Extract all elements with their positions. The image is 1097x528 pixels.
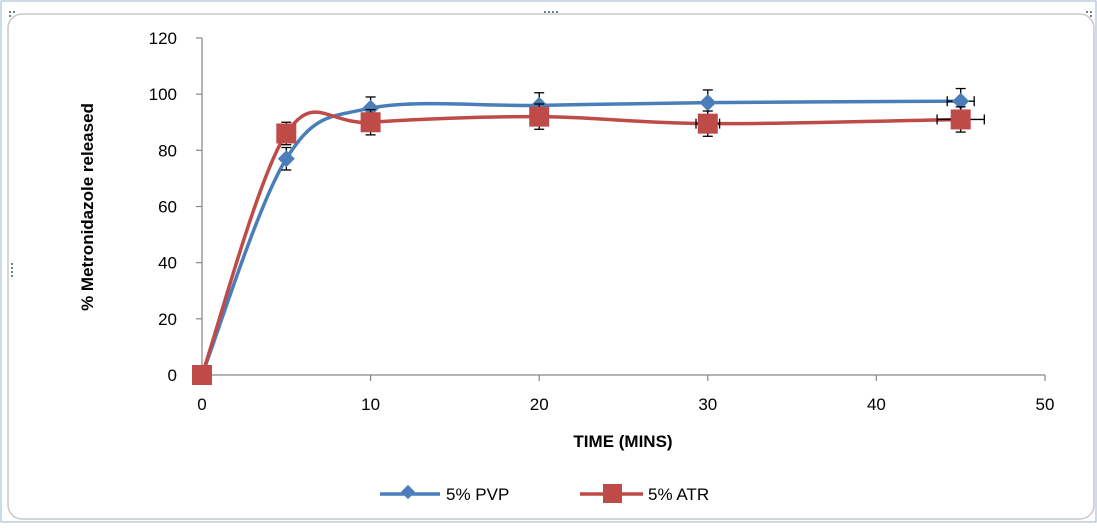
- y-tick-label: 40: [158, 254, 177, 273]
- legend-marker-atr-icon: [603, 484, 622, 503]
- y-axis-title: % Metronidazole released: [78, 103, 97, 311]
- data-point-square: [950, 109, 971, 130]
- top-resize-handle[interactable]: [544, 11, 558, 13]
- top-left-corner-handle[interactable]: [9, 11, 15, 17]
- data-point-square: [360, 112, 381, 133]
- x-tick-label: 0: [197, 395, 206, 414]
- series-layer: [192, 87, 985, 385]
- legend: 5% PVP 5% ATR: [380, 484, 709, 504]
- y-tick-label: 100: [149, 85, 177, 104]
- x-tick-label: 10: [361, 395, 380, 414]
- legend-label-pvp: 5% PVP: [446, 485, 509, 504]
- y-tick-label: 0: [168, 366, 177, 385]
- data-point-diamond: [277, 150, 295, 168]
- series-5-atr: [192, 103, 985, 385]
- y-tick-label: 80: [158, 141, 177, 160]
- series-line: [200, 99, 961, 376]
- data-point-square: [192, 365, 212, 385]
- top-right-corner-handle[interactable]: [1086, 11, 1092, 17]
- data-point-square: [529, 106, 550, 127]
- data-point-diamond: [952, 92, 970, 110]
- axis-ticks: 0 20 40 60 80 100 120 0 10 20 30 40 50: [149, 29, 1055, 414]
- left-resize-handle[interactable]: [11, 263, 13, 277]
- x-tick-label: 30: [698, 395, 717, 414]
- legend-marker-pvp-icon: [400, 484, 416, 500]
- x-axis-title: TIME (MINS): [573, 432, 672, 451]
- data-point-diamond: [699, 94, 717, 112]
- y-tick-label: 120: [149, 29, 177, 48]
- x-tick-label: 40: [867, 395, 886, 414]
- series-line: [200, 110, 961, 376]
- data-point-square: [697, 113, 718, 134]
- y-tick-label: 60: [158, 198, 177, 217]
- legend-label-atr: 5% ATR: [648, 485, 709, 504]
- x-tick-label: 20: [530, 395, 549, 414]
- x-tick-label: 50: [1036, 395, 1055, 414]
- data-point-square: [276, 123, 297, 144]
- y-tick-label: 20: [158, 310, 177, 329]
